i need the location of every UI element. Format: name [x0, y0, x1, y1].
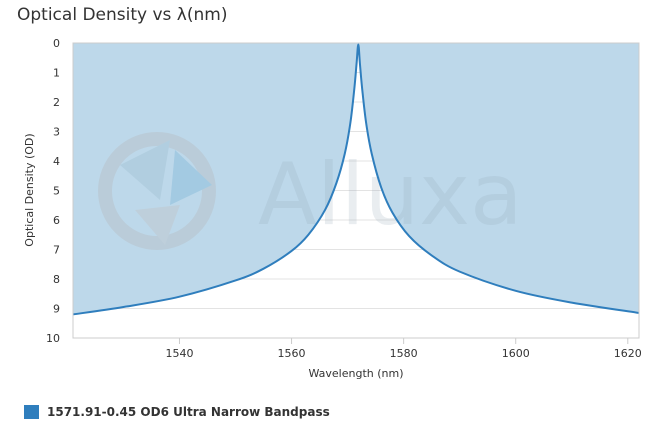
- legend-label: 1571.91-0.45 OD6 Ultra Narrow Bandpass: [47, 405, 330, 419]
- y-tick-label: 10: [46, 332, 60, 345]
- y-axis-ticks: 0 1 2 3 4 5 6 7 8 9 10: [46, 37, 60, 345]
- y-tick-label: 9: [53, 303, 60, 316]
- y-axis-label: Optical Density (OD): [23, 133, 36, 246]
- chart-title: Optical Density vs λ(nm): [17, 5, 228, 25]
- x-tick-label: 1600: [502, 347, 530, 360]
- alluxa-watermark: Alluxa: [98, 132, 523, 250]
- series-line: [72, 43, 640, 316]
- y-tick-label: 0: [53, 37, 60, 50]
- watermark-ring: [98, 132, 216, 250]
- plot-border: [72, 42, 640, 339]
- series-area: [73, 43, 639, 315]
- y-tick-label: 4: [53, 155, 60, 168]
- legend-swatch: [24, 405, 39, 419]
- x-axis-label: Wavelength (nm): [308, 367, 403, 380]
- y-tick-label: 2: [53, 96, 60, 109]
- watermark-text: Alluxa: [258, 145, 523, 245]
- x-tick-label: 1560: [278, 347, 306, 360]
- y-tick-label: 5: [53, 185, 60, 198]
- x-tick-label: 1540: [165, 347, 193, 360]
- watermark-facet-3: [135, 205, 180, 245]
- x-axis-ticks: 1540 1560 1580 1600 1620: [165, 338, 642, 360]
- y-tick-label: 1: [53, 67, 60, 80]
- watermark-facet-2: [170, 150, 212, 205]
- legend[interactable]: 1571.91-0.45 OD6 Ultra Narrow Bandpass: [24, 405, 330, 419]
- x-tick-label: 1620: [614, 347, 642, 360]
- y-tick-label: 8: [53, 273, 60, 286]
- y-tick-label: 7: [53, 244, 60, 257]
- y-tick-label: 3: [53, 126, 60, 139]
- y-tick-label: 6: [53, 214, 60, 227]
- watermark-facet-1: [120, 140, 170, 200]
- x-tick-label: 1580: [390, 347, 418, 360]
